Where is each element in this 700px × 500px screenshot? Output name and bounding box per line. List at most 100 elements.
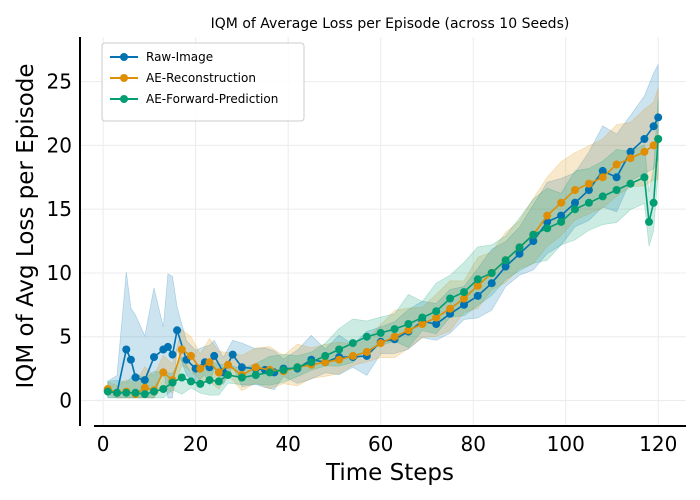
data-point [487,269,496,277]
data-point [187,351,195,360]
data-point [645,217,653,226]
data-point [418,313,427,322]
data-point [446,294,455,303]
data-point [598,166,607,175]
data-point [598,192,607,201]
data-point [446,304,455,313]
data-point [501,262,510,271]
data-point [196,379,205,388]
tick-labels: 0 20 40 60 80 100 120 0 5 10 15 20 25 [47,70,678,456]
data-point [228,350,237,359]
confidence-band [107,87,659,399]
data-point [432,307,441,316]
data-point [279,365,288,374]
data-point [224,371,232,379]
data-point [168,350,177,359]
data-point [140,376,149,385]
data-point [543,211,552,220]
data-point [140,390,149,399]
data-point [131,373,140,382]
data-point [196,364,205,373]
x-tick-label: 40 [275,432,300,456]
data-point [237,373,246,382]
data-point [584,198,593,207]
data-point [205,376,214,385]
y-tick-label: 5 [59,325,72,349]
data-point [640,135,649,143]
data-point [376,339,385,348]
data-point [649,122,658,131]
y-tick-label: 25 [47,70,72,94]
y-tick-label: 0 [59,388,72,412]
data-point [640,173,649,182]
data-point [557,198,566,207]
data-point [487,279,496,288]
data-point [103,387,112,396]
data-point [126,355,135,364]
data-point [515,249,524,258]
data-point [529,237,538,246]
legend-label: AE-Reconstruction [146,71,256,85]
legend-marker [120,53,128,61]
legend: Raw-Image AE-Reconstruction AE-Forward-Pre… [101,42,305,122]
data-point [168,378,177,387]
data-point [557,211,566,220]
y-tick-label: 20 [47,133,72,157]
data-point [612,173,621,182]
x-tick-label: 20 [183,432,208,456]
data-point [626,154,635,163]
data-point [529,230,538,239]
data-point [122,388,131,397]
data-point [159,368,168,377]
y-tick-label: 10 [47,261,72,285]
data-point [404,320,413,328]
data-point [140,383,149,392]
x-tick-label: 120 [639,432,677,456]
data-point [113,388,121,397]
x-tick-label: 100 [547,432,585,456]
data-point [150,353,158,362]
data-point [571,205,579,214]
data-point [571,186,579,194]
data-point [177,345,186,354]
data-point [321,358,330,367]
data-point [460,288,468,297]
data-point [348,351,357,360]
data-point [237,363,246,372]
chart-title: IQM of Average Loss per Episode (across … [211,16,570,32]
data-point [649,198,658,207]
data-point [473,291,482,300]
data-point [321,351,330,360]
grid-lines [80,37,686,426]
data-point [159,385,168,393]
data-point [654,135,663,143]
data-point [460,300,468,309]
y-tick-label: 15 [47,197,72,221]
legend-marker [120,95,128,103]
legend-box [101,42,305,122]
data-point [390,325,399,334]
data-point [214,377,223,386]
data-point [404,326,413,335]
y-axis-label: IQM of Avg Loss per Episode [13,63,39,388]
series-lines [103,113,663,399]
data-point [187,377,195,386]
data-point [543,217,552,226]
legend-label: AE-Forward-Prediction [146,92,278,106]
data-point [335,355,344,364]
axes [79,37,686,427]
data-point [390,332,399,341]
data-point [640,147,649,156]
data-point [177,373,186,382]
data-point [543,224,552,233]
data-point [251,371,260,379]
data-point [473,275,482,284]
data-point [654,113,663,122]
data-point [557,217,566,226]
data-point [571,198,579,207]
legend-marker [120,74,128,82]
data-point [584,179,593,188]
x-tick-label: 60 [368,432,393,456]
data-point [501,256,510,265]
